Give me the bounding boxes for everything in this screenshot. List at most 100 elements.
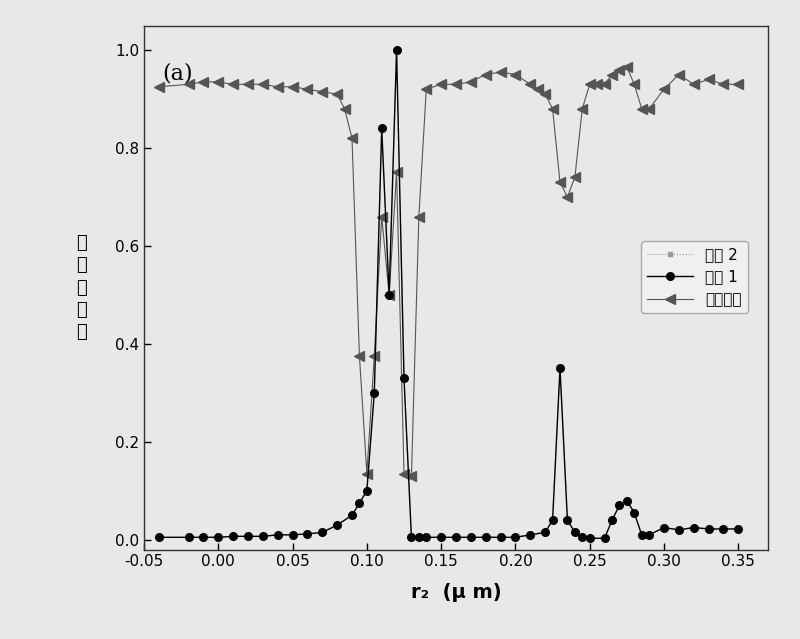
能量损失 bbox=[622, 63, 632, 71]
端口 1 bbox=[406, 534, 416, 541]
端口 2 bbox=[555, 364, 565, 372]
端口 2 bbox=[273, 531, 282, 539]
端口 1 bbox=[659, 524, 669, 532]
端口 1 bbox=[481, 534, 490, 541]
端口 2 bbox=[585, 534, 594, 542]
端口 1 bbox=[600, 534, 610, 542]
端口 2 bbox=[406, 534, 416, 541]
端口 1 bbox=[384, 291, 394, 298]
端口 1 bbox=[630, 509, 639, 517]
能量损失 bbox=[555, 178, 565, 186]
端口 1 bbox=[466, 534, 476, 541]
端口 2 bbox=[436, 534, 446, 541]
端口 1 bbox=[734, 525, 743, 533]
端口 1 bbox=[614, 502, 624, 509]
端口 2 bbox=[630, 509, 639, 517]
端口 2 bbox=[198, 534, 208, 541]
端口 1 bbox=[718, 525, 728, 533]
端口 1 bbox=[637, 531, 646, 539]
端口 1 bbox=[228, 532, 238, 540]
端口 1 bbox=[578, 534, 587, 541]
端口 2 bbox=[184, 534, 194, 541]
端口 1 bbox=[273, 531, 282, 539]
Line: 能量损失: 能量损失 bbox=[154, 63, 743, 481]
端口 1 bbox=[607, 516, 617, 524]
能量损失 bbox=[154, 83, 164, 91]
端口 2 bbox=[704, 525, 714, 533]
端口 2 bbox=[548, 516, 558, 524]
能量损失 bbox=[406, 472, 416, 480]
端口 2 bbox=[392, 46, 402, 54]
Legend: 端口 2, 端口 1, 能量损失: 端口 2, 端口 1, 能量损失 bbox=[641, 241, 748, 313]
端口 2 bbox=[377, 125, 386, 132]
端口 1 bbox=[526, 531, 535, 539]
端口 1 bbox=[184, 534, 194, 541]
端口 2 bbox=[154, 534, 164, 541]
端口 1 bbox=[414, 534, 424, 541]
端口 1 bbox=[585, 534, 594, 542]
端口 1 bbox=[198, 534, 208, 541]
端口 2 bbox=[399, 374, 409, 382]
端口 1 bbox=[214, 534, 223, 541]
端口 2 bbox=[622, 497, 632, 504]
X-axis label: r₂  (μ m): r₂ (μ m) bbox=[410, 583, 502, 603]
端口 2 bbox=[451, 534, 461, 541]
能量损失 bbox=[607, 71, 617, 79]
端口 1 bbox=[540, 528, 550, 536]
端口 1 bbox=[288, 531, 298, 539]
端口 1 bbox=[510, 534, 520, 541]
端口 2 bbox=[384, 291, 394, 298]
能量损失 bbox=[354, 352, 364, 360]
端口 2 bbox=[258, 532, 268, 540]
端口 1 bbox=[392, 46, 402, 54]
端口 1 bbox=[377, 125, 386, 132]
端口 1 bbox=[347, 511, 357, 519]
端口 2 bbox=[526, 531, 535, 539]
端口 2 bbox=[481, 534, 490, 541]
端口 2 bbox=[243, 532, 253, 540]
端口 2 bbox=[644, 531, 654, 539]
端口 2 bbox=[347, 511, 357, 519]
端口 1 bbox=[362, 487, 372, 495]
能量损失 bbox=[533, 86, 542, 93]
端口 1 bbox=[354, 499, 364, 507]
端口 1 bbox=[422, 534, 431, 541]
端口 2 bbox=[734, 525, 743, 533]
端口 1 bbox=[436, 534, 446, 541]
Text: (a): (a) bbox=[162, 62, 194, 84]
能量损失 bbox=[562, 193, 572, 201]
端口 2 bbox=[362, 487, 372, 495]
端口 2 bbox=[614, 502, 624, 509]
能量损失 bbox=[734, 81, 743, 88]
端口 2 bbox=[674, 526, 684, 534]
端口 2 bbox=[302, 530, 312, 537]
端口 1 bbox=[243, 532, 253, 540]
端口 2 bbox=[414, 534, 424, 541]
端口 1 bbox=[399, 374, 409, 382]
端口 2 bbox=[510, 534, 520, 541]
端口 2 bbox=[214, 534, 223, 541]
端口 2 bbox=[637, 531, 646, 539]
端口 1 bbox=[451, 534, 461, 541]
端口 1 bbox=[689, 524, 698, 532]
端口 2 bbox=[540, 528, 550, 536]
端口 1 bbox=[258, 532, 268, 540]
端口 2 bbox=[466, 534, 476, 541]
端口 2 bbox=[370, 389, 379, 397]
端口 1 bbox=[332, 521, 342, 529]
端口 1 bbox=[318, 528, 327, 536]
端口 1 bbox=[370, 389, 379, 397]
端口 2 bbox=[288, 531, 298, 539]
端口 2 bbox=[562, 516, 572, 524]
能量损失 bbox=[540, 90, 550, 98]
端口 2 bbox=[228, 532, 238, 540]
端口 2 bbox=[496, 534, 506, 541]
端口 2 bbox=[578, 534, 587, 541]
Text: 归
一
化
强
度: 归 一 化 强 度 bbox=[76, 234, 87, 341]
端口 2 bbox=[689, 524, 698, 532]
端口 1 bbox=[570, 528, 580, 536]
端口 2 bbox=[354, 499, 364, 507]
端口 2 bbox=[607, 516, 617, 524]
端口 1 bbox=[555, 364, 565, 372]
端口 2 bbox=[659, 524, 669, 532]
